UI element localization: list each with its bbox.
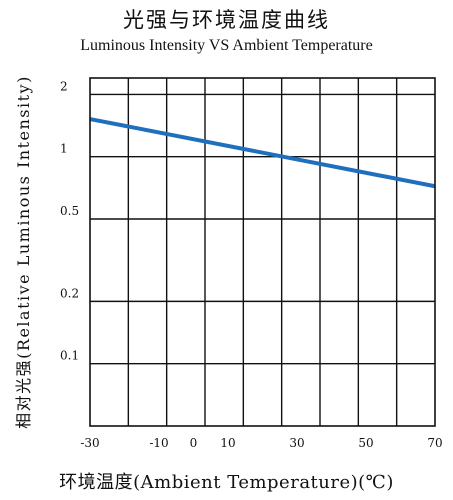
x-axis-label: 环境温度(Ambient Temperature)(℃) (59, 472, 394, 493)
vertical-gridlines (127, 78, 398, 426)
chart-subtitle: Luminous Intensity VS Ambient Temperatur… (80, 37, 373, 54)
x-tick-label: -30 (80, 436, 99, 450)
series-line-0 (89, 117, 436, 189)
y-tick-label: 0.1 (60, 349, 79, 363)
series-layer (89, 117, 436, 189)
horizontal-gridlines (90, 93, 435, 365)
x-tick-label: 0 (190, 436, 198, 450)
y-tick-label: 1 (60, 142, 68, 156)
x-tick-label: 70 (427, 436, 442, 450)
x-tick-label: -10 (149, 436, 168, 450)
y-tick-label: 0.5 (60, 204, 79, 218)
x-tick-label: 30 (289, 436, 304, 450)
y-tick-label: 0.2 (60, 286, 79, 300)
plot-frame (89, 77, 436, 427)
y-tick-label: 2 (60, 79, 68, 93)
chart-title: 光强与环境温度曲线 (123, 8, 330, 32)
x-tick-labels: -30 -10 0 10 30 50 70 (80, 436, 442, 450)
x-tick-label: 10 (220, 436, 235, 450)
y-tick-labels: 0.1 0.2 0.5 1 2 (60, 79, 79, 362)
x-tick-label: 50 (358, 436, 373, 450)
